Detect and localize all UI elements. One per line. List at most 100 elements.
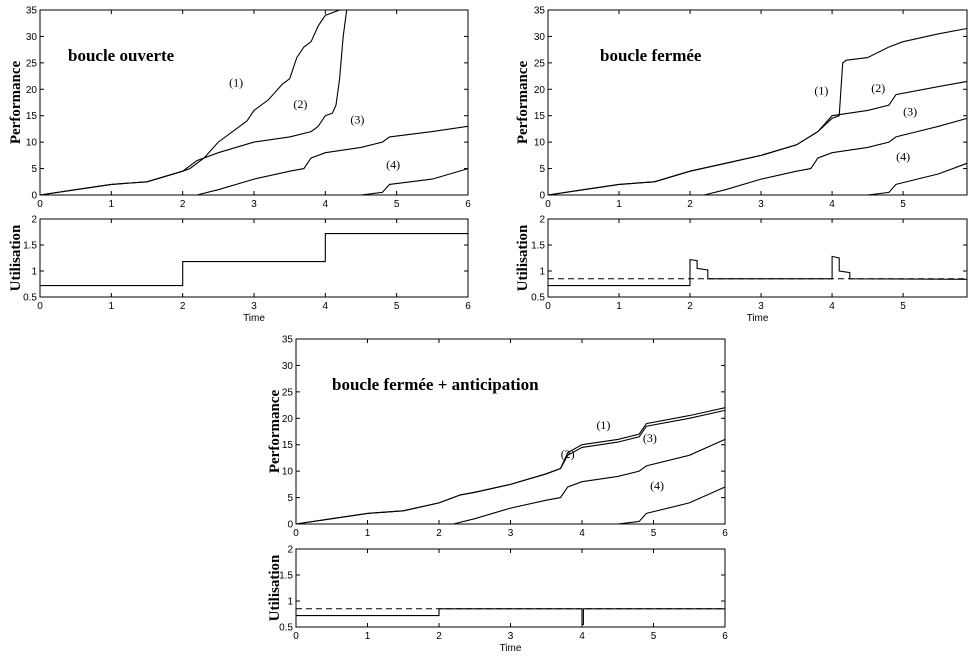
performance-xtick-label: 4: [829, 199, 835, 210]
performance-xtick-label: 1: [616, 199, 622, 210]
utilisation-xlabel: Time: [500, 643, 522, 654]
performance-series-line-1: [295, 407, 726, 525]
performance-axes-frame: [295, 338, 726, 525]
utilisation-ytick-label: 1: [287, 597, 293, 608]
performance-xtick-label: 6: [465, 199, 471, 210]
performance-series-line-2: [547, 80, 968, 196]
performance-series-line-2: [39, 9, 348, 196]
performance-series-line-3: [704, 117, 968, 196]
utilisation-ylabel: Utilisation: [8, 224, 24, 291]
utilisation-xtick-label: 5: [651, 631, 657, 642]
performance-series-line-4: [574, 486, 726, 525]
performance-xtick-label: 0: [37, 199, 43, 210]
performance-ytick-label: 30: [26, 32, 38, 43]
performance-xtick-label: 2: [436, 528, 442, 539]
curve-label: (3): [903, 105, 917, 119]
utilisation-series-line-1: [296, 608, 725, 625]
performance-xtick-label: 2: [687, 199, 693, 210]
performance-ytick-label: 30: [534, 32, 546, 43]
performance-axes-frame: [39, 9, 469, 196]
performance-ylabel: Performance: [267, 390, 283, 474]
performance-xtick-label: 4: [579, 528, 585, 539]
panel-title: boucle fermée: [600, 46, 702, 65]
utilisation-xtick-label: 2: [436, 631, 442, 642]
performance-ytick-label: 0: [31, 191, 37, 202]
performance-ytick-label: 15: [534, 111, 546, 122]
utilisation-xlabel: Time: [243, 313, 265, 324]
performance-xtick-label: 1: [109, 199, 115, 210]
performance-ytick-label: 15: [282, 440, 294, 451]
performance-ytick-label: 0: [539, 191, 545, 202]
panel-title: boucle fermée + anticipation: [332, 375, 539, 394]
utilisation-xtick-label: 3: [251, 301, 257, 312]
utilisation-xtick-label: 0: [293, 631, 299, 642]
utilisation-xtick-label: 6: [722, 631, 728, 642]
curve-label: (3): [350, 113, 364, 127]
utilisation-xtick-label: 3: [508, 631, 514, 642]
utilisation-xtick-label: 5: [394, 301, 400, 312]
utilisation-ytick-label: 2: [539, 215, 545, 226]
curve-label: (2): [293, 97, 307, 111]
utilisation-xtick-label: 5: [900, 301, 906, 312]
performance-ytick-label: 30: [282, 361, 294, 372]
performance-xtick-label: 3: [508, 528, 514, 539]
utilisation-xlabel: Time: [747, 313, 769, 324]
panel-title: boucle ouverte: [68, 46, 175, 65]
utilisation-ytick-label: 0.5: [531, 293, 545, 304]
performance-ytick-label: 25: [282, 387, 294, 398]
performance-ytick-label: 25: [26, 58, 38, 69]
performance-axes-frame: [547, 9, 968, 196]
utilisation-xtick-label: 1: [616, 301, 622, 312]
utilisation-xtick-label: 1: [109, 301, 115, 312]
utilisation-ytick-label: 0.5: [23, 293, 37, 304]
utilisation-ytick-label: 1.5: [279, 571, 293, 582]
panel-top-left: 0 1 2 3 4 5 605101520253035(1)(2)(3)(4)Perform…: [8, 6, 471, 325]
performance-xtick-label: 0: [293, 528, 299, 539]
curve-label: (4): [386, 158, 400, 172]
utilisation-xtick-label: 2: [687, 301, 693, 312]
performance-ytick-label: 20: [26, 85, 38, 96]
curve-label: (1): [814, 84, 828, 98]
utilisation-ytick-label: 1: [31, 267, 37, 278]
performance-ytick-label: 35: [282, 335, 294, 346]
performance-ytick-label: 0: [287, 520, 293, 531]
performance-ytick-label: 25: [534, 58, 546, 69]
performance-ylabel: Performance: [8, 61, 24, 145]
performance-xtick-label: 5: [394, 199, 400, 210]
utilisation-ytick-label: 1: [539, 267, 545, 278]
utilisation-xtick-label: 3: [758, 301, 764, 312]
performance-ytick-label: 5: [287, 493, 293, 504]
utilisation-xtick-label: 4: [579, 631, 585, 642]
performance-xtick-label: 5: [900, 199, 906, 210]
panel-bottom-center: 0 1 2 3 4 5 605101520253035(1)(2)(3)(4)Perform…: [267, 335, 728, 655]
curve-label: (4): [650, 479, 664, 493]
performance-xtick-label: 5: [651, 528, 657, 539]
performance-xtick-label: 0: [545, 199, 551, 210]
utilisation-xtick-label: 6: [465, 301, 471, 312]
performance-ytick-label: 15: [26, 111, 38, 122]
performance-xtick-label: 3: [758, 199, 764, 210]
utilisation-ytick-label: 1.5: [531, 241, 545, 252]
curve-label: (2): [871, 81, 885, 95]
performance-series-line-3: [196, 125, 469, 196]
utilisation-ylabel: Utilisation: [515, 224, 531, 291]
performance-xtick-label: 2: [180, 199, 186, 210]
performance-series-line-4: [825, 162, 968, 196]
utilisation-xtick-label: 1: [365, 631, 371, 642]
performance-ylabel: Performance: [515, 61, 531, 145]
utilisation-ylabel: Utilisation: [267, 554, 283, 621]
curve-label: (1): [596, 418, 610, 432]
performance-ytick-label: 35: [26, 6, 38, 17]
performance-ytick-label: 10: [26, 138, 38, 149]
performance-series-line-2: [295, 409, 726, 525]
curve-label: (3): [643, 431, 657, 445]
utilisation-axes-frame: [547, 218, 968, 298]
utilisation-xtick-label: 2: [180, 301, 186, 312]
performance-ytick-label: 20: [282, 414, 294, 425]
performance-xtick-label: 3: [251, 199, 257, 210]
performance-series-line-3: [453, 438, 726, 525]
performance-ytick-label: 5: [539, 164, 545, 175]
curve-label: (4): [896, 150, 910, 164]
